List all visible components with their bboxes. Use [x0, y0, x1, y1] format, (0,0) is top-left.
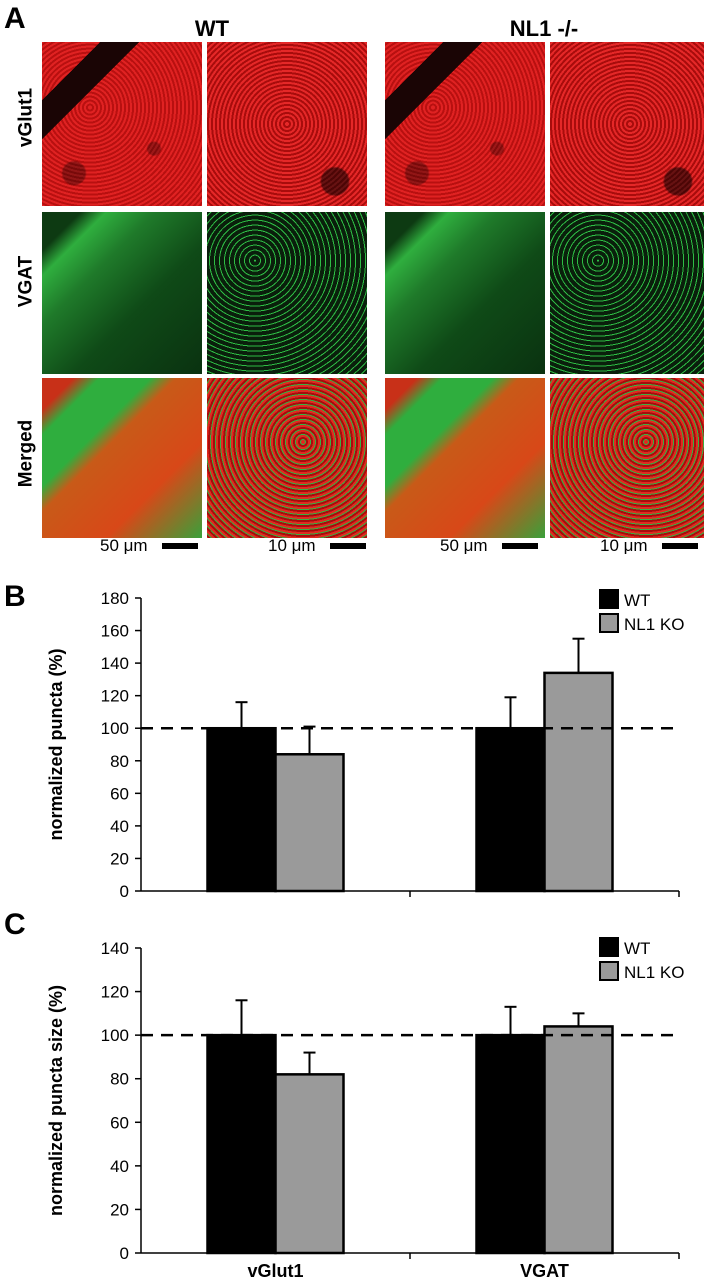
y-tick-label: 120	[101, 983, 129, 1002]
row-label-vgat: VGAT	[15, 255, 37, 308]
column-title-wt: WT	[194, 16, 230, 41]
x-tick-label: vGlut1	[247, 1261, 303, 1280]
panel-c-letter: C	[4, 908, 26, 941]
y-tick-label: 180	[101, 589, 129, 608]
y-axis-label: normalized puncta (%)	[46, 648, 66, 840]
chart-c: 0 20 40 60 80 100 120 140 normalized puncta size…	[46, 937, 684, 1280]
legend-label-wt: WT	[624, 939, 650, 958]
legend-label-wt: WT	[624, 591, 650, 610]
micrograph-vglut1-nl1-low	[385, 42, 545, 206]
scale-label: 50 μm	[440, 536, 488, 555]
micrograph-vgat-wt-high	[207, 212, 367, 374]
bar-wt-vgat	[475, 726, 546, 893]
row-label-merged: Merged	[15, 419, 37, 488]
column-title-nl1: NL1 -/-	[509, 16, 579, 41]
micrograph-vgat-wt-low	[42, 212, 202, 374]
scale-label: 10 μm	[268, 536, 316, 555]
y-tick-label: 40	[110, 1157, 129, 1176]
y-tick-label: 120	[101, 687, 129, 706]
bar-wt-vglut1	[206, 1033, 277, 1255]
y-tick-label: 20	[110, 1200, 129, 1219]
y-tick-label: 100	[101, 719, 129, 738]
micrograph-vglut1-wt-low	[42, 42, 202, 206]
y-tick-label: 80	[110, 752, 129, 771]
micrograph-vglut1-nl1-high	[550, 42, 704, 206]
y-axis-label: normalized puncta size (%)	[46, 985, 66, 1216]
scale-bar-10-nl1: 10 μm	[600, 536, 698, 556]
y-tick-label: 0	[120, 1244, 129, 1263]
legend-swatch-wt	[599, 589, 619, 609]
y-tick-label: 100	[101, 1026, 129, 1045]
micrograph-vglut1-wt-high	[207, 42, 367, 206]
y-tick-label: 20	[110, 849, 129, 868]
legend-label-nl1-ko: NL1 KO	[624, 963, 684, 982]
row-label-vglut1: vGlut1	[15, 87, 37, 148]
panel-a-letter: A	[4, 2, 26, 35]
y-tick-label: 160	[101, 622, 129, 641]
bar-nl1-ko-vglut1	[274, 1073, 345, 1255]
scale-label: 10 μm	[600, 536, 648, 555]
y-tick-label: 40	[110, 817, 129, 836]
micrograph-vgat-nl1-low	[385, 212, 545, 374]
y-tick-label: 80	[110, 1070, 129, 1089]
x-tick-label: vGlut1	[247, 899, 303, 900]
y-tick-label: 0	[120, 882, 129, 900]
panel-b-letter: B	[4, 580, 26, 613]
bar-nl1-ko-vgat	[543, 671, 614, 893]
micrograph-merged-wt-high	[207, 378, 367, 538]
legend-swatch-wt	[599, 937, 619, 957]
y-tick-label: 140	[101, 939, 129, 958]
bar-wt-vglut1	[206, 726, 277, 893]
y-tick-label: 140	[101, 654, 129, 673]
bar-nl1-ko-vglut1	[274, 753, 345, 893]
scale-bar-10-wt: 10 μm	[268, 536, 366, 556]
micrograph-merged-nl1-high	[550, 378, 704, 538]
legend-label-nl1-ko: NL1 KO	[624, 615, 684, 634]
y-tick-label: 60	[110, 784, 129, 803]
micrograph-merged-nl1-low	[385, 378, 545, 538]
bar-wt-vgat	[475, 1033, 546, 1255]
scale-bar-50-nl1: 50 μm	[440, 536, 538, 556]
micrograph-vgat-nl1-high	[550, 212, 704, 374]
bar-nl1-ko-vgat	[543, 1025, 614, 1255]
micrograph-merged-wt-low	[42, 378, 202, 538]
x-tick-label: VGAT	[520, 1261, 569, 1280]
scale-bar-50-wt: 50 μm	[100, 536, 198, 556]
scale-label: 50 μm	[100, 536, 148, 555]
x-tick-label: VGAT	[520, 899, 569, 900]
legend-swatch-nl1-ko	[599, 613, 619, 633]
y-tick-label: 60	[110, 1113, 129, 1132]
chart-b: 0 20 40 60 80 100 120 140 160 180 normalized punct…	[46, 589, 684, 900]
legend-swatch-nl1-ko	[599, 961, 619, 981]
